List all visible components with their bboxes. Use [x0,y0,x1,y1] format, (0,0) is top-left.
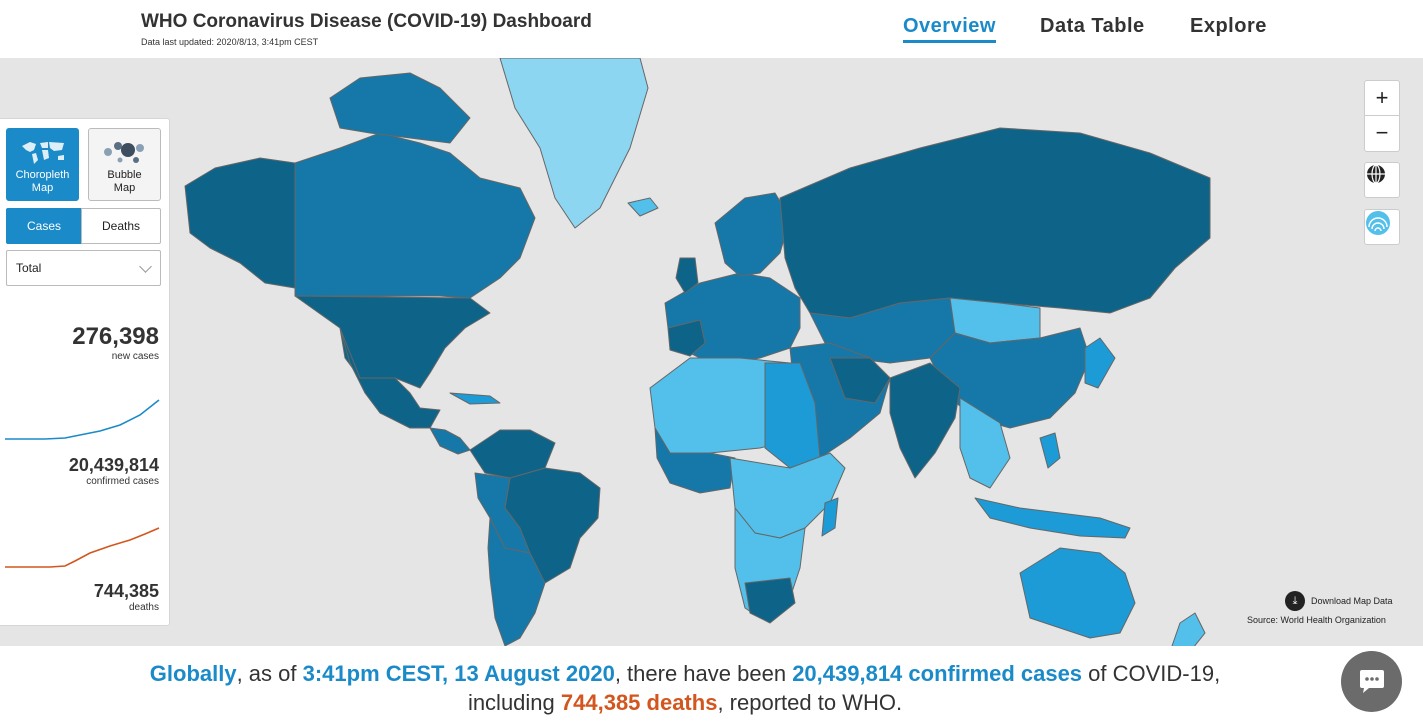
region-indonesia [974,497,1131,539]
confirmed-label: confirmed cases [86,476,159,487]
region-madagascar [821,497,839,537]
period-select[interactable]: Total [6,250,161,286]
choropleth-label-1: Choropleth [15,169,70,181]
region-japan [1084,337,1116,389]
new-cases-label: new cases [111,351,159,362]
region-new-zealand [1171,612,1206,646]
region-india [889,362,961,479]
header: WHO Coronavirus Disease (COVID-19) Dashb… [0,0,1423,58]
tab-deaths[interactable]: Deaths [81,208,161,244]
region-iran [829,357,891,404]
region-usa [294,295,491,389]
region-greenland [499,58,649,229]
map-source: Source: World Health Organization [1247,615,1386,625]
summary-t1: , as of [236,661,303,686]
summary-t4: , reported to WHO. [717,690,903,715]
region-colombia-venezuela [469,429,556,479]
tab-cases[interactable]: Cases [6,208,82,244]
bubble-label-2: Map [113,182,136,194]
summary-t3: of COVID-19, including [467,661,1221,715]
stat-confirmed: 20,439,814 confirmed cases [69,455,159,487]
download-map-data[interactable]: ⤓ Download Map Data [1285,591,1393,611]
summary-time: 3:41pm CEST, 13 August 2020 [302,661,615,686]
region-central-america [429,427,471,455]
region-argentina-chile [487,517,546,646]
cases-sparkline [5,399,160,440]
bubble-icon [103,142,144,163]
download-icon: ⤓ [1285,591,1305,611]
summary-confirmed: 20,439,814 confirmed cases [792,661,1083,686]
period-select-value: Total [16,261,42,275]
bubble-label-1: Bubble [107,169,142,181]
nav-explore[interactable]: Explore [1190,15,1267,37]
deaths-value: 744,385 [93,581,159,601]
region-iceland [627,197,659,217]
region-alaska [184,157,296,289]
stat-deaths: 744,385 deaths [94,581,159,613]
zoom-out-button[interactable]: − [1375,120,1389,145]
choropleth-map-button[interactable]: Choropleth Map [6,128,79,201]
global-summary: Globally, as of 3:41pm CEST, 13 August 2… [120,659,1250,717]
region-philippines [1039,432,1061,469]
page-title: WHO Coronavirus Disease (COVID-19) Dashb… [141,11,592,32]
chat-bubble-icon [1359,669,1384,693]
new-cases-value: 276,398 [72,323,159,350]
region-iberia [667,319,706,357]
stat-new-cases: 276,398 new cases [72,323,159,362]
summary-globally[interactable]: Globally [149,661,237,686]
region-arctic-islands [329,72,471,144]
region-south-africa [744,577,796,624]
bubble-map-button[interactable]: Bubble Map [88,128,161,201]
choropleth-map[interactable] [0,58,1423,646]
region-se-asia [959,397,1011,489]
layers-button[interactable] [1364,209,1400,245]
layers-icon [1366,211,1390,235]
summary-deaths: 744,385 deaths [560,690,718,715]
zoom-in-button[interactable]: + [1365,81,1399,116]
side-panel: Choropleth Map Bubble Map Cases Deaths Tot… [0,118,170,626]
nav-data-table[interactable]: Data Table [1040,15,1145,37]
region-canada [294,132,536,299]
region-scandinavia [714,192,791,277]
last-updated: Data last updated: 2020/8/13, 3:41pm CES… [141,37,319,47]
deaths-sparkline [5,527,160,568]
region-australia [1019,547,1136,639]
region-caribbean [449,392,501,405]
nav-overview[interactable]: Overview [903,15,996,43]
confirmed-value: 20,439,814 [68,455,159,475]
globe-icon [1367,164,1385,184]
region-russia [779,127,1211,319]
region-west-africa [654,427,736,494]
world-map-icon [21,142,64,164]
download-label: Download Map Data [1311,596,1393,606]
summary-t2: , there have been [614,661,793,686]
chat-button[interactable] [1341,651,1402,712]
globe-button[interactable] [1364,162,1400,198]
deaths-label: deaths [128,602,159,613]
world-map[interactable]: + − ⤓ Download Map Data Source: World He… [0,58,1423,646]
region-mexico [339,327,441,429]
region-uk [675,257,699,294]
choropleth-label-2: Map [31,182,54,194]
chevron-down-icon [139,260,152,273]
zoom-controls: + − [1364,80,1400,152]
